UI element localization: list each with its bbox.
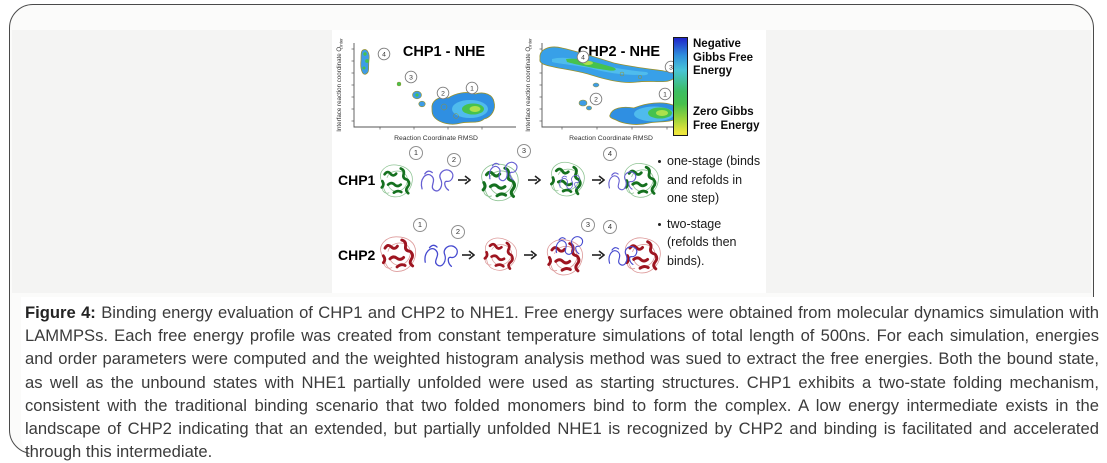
step-badge: 2 [451,225,465,239]
peptide-cartoon [421,169,453,191]
caption-box: Figure 4: Binding energy evaluation of C… [21,297,1102,461]
state-markers: 1 2 3 4 [377,47,479,100]
protein-cartoon [380,164,413,197]
arrow-icon [591,175,605,185]
step-badge: 4 [603,220,617,234]
caption-text: Binding energy evaluation of CHP1 and CH… [25,303,1100,462]
protein-cartoon [548,160,587,199]
step-badge: 3 [581,218,595,232]
state-marker-2: 2 [441,90,445,97]
chp1-nhe-intermediate [542,150,590,210]
peptide-cartoon [609,246,637,266]
protein-cartoon [625,237,661,273]
row-label-chp2: CHP2 [338,247,376,263]
arrow-icon [461,250,475,260]
binding-mechanism-notes: one-stage (binds and refolds in one step… [658,152,764,277]
chp2-nhe-intermediate: 3 [538,218,595,288]
note-one-stage: one-stage (binds and refolds in one step… [658,152,764,208]
plot-title: CHP2 - NHE [578,44,661,60]
note-two-stage: two-stage (refolds then binds). [658,215,764,271]
state-marker-1: 1 [663,91,667,98]
row-label-chp1: CHP1 [338,172,376,188]
pathway-row-chp2: CHP2 1 2 3 4 [338,216,661,294]
y-axis-label: Interface reaction coordinate Qinter [336,38,343,132]
axis-ticks [351,48,483,130]
plot-title: CHP1 - NHE [403,44,486,60]
protein-cartoon [379,234,418,274]
gibbs-energy-colorbar [673,37,688,136]
chp1-nhe-encounter-complex: 3 [472,144,531,212]
energy-basins [539,46,681,125]
arrow-icon [523,250,537,260]
state-marker-4: 4 [581,54,585,61]
arrow-icon [527,175,541,185]
peptide-cartoon [608,171,636,190]
x-axis-label: Reaction Coordinate RMSD [569,135,653,142]
state-markers: 1 2 3 4 [576,50,678,106]
state-marker-3: 3 [669,64,673,71]
plot-axes [353,43,516,128]
peptide-cartoon [424,243,458,268]
state-marker-4: 4 [382,51,386,58]
arrow-icon [457,175,471,185]
note-text: two-stage (refolds then binds). [667,216,737,268]
energy-basins [360,49,495,125]
step-badge: 1 [409,146,423,160]
nhe-unfolded-peptide: 2 [422,225,465,281]
state-marker-1: 1 [470,85,474,92]
page-frame: CHP1 - NHE Reaction Coordinate RMSD Inte… [9,4,1102,461]
colorbar-label-zero: Zero Gibbs Free Energy [693,106,760,132]
bullet-dot [658,160,661,163]
protein-cartoon [624,163,659,198]
step-badge: 4 [603,147,617,161]
bullet-dot [658,222,661,226]
page-background-left [12,30,332,293]
figure-image: CHP1 - NHE Reaction Coordinate RMSD Inte… [332,30,766,293]
colorbar-label-negative: Negative Gibbs Free Energy [693,38,754,77]
plot-axes [541,43,680,128]
step-badge: 1 [413,218,427,232]
pathway-row-chp1: CHP1 1 2 3 4 [338,144,659,214]
arrow-icon [591,250,605,260]
page-background-right [764,30,1091,293]
figure-label: Figure 4: [25,303,96,322]
chp2-partially-refolded [476,224,522,286]
energy-plot-chp2: CHP2 - NHE Reaction Coordinate RMSD Inte… [525,38,681,142]
chp2-folded-structure: 1 [372,218,427,288]
state-marker-3: 3 [409,74,413,81]
energy-plot-chp1: CHP1 - NHE Reaction Coordinate RMSD Inte… [336,38,516,142]
state-marker-2: 2 [594,96,598,103]
y-axis-label: Interface reaction coordinate Qinter [525,38,532,132]
chp1-nhe-bound-complex: 4 [603,147,662,209]
step-badge: 3 [517,144,531,158]
protein-cartoon [547,239,583,275]
note-text: one-stage (binds and refolds in one step… [667,154,761,205]
step-badge: 2 [447,153,461,167]
chp2-nhe-bound-complex: 4 [603,220,664,286]
x-axis-label: Reaction Coordinate RMSD [394,135,478,142]
protein-cartoon [481,235,519,273]
chp1-folded-structure: 1 [372,146,423,210]
figure-caption: Figure 4: Binding energy evaluation of C… [21,297,1102,463]
nhe-unfolded-peptide: 2 [418,153,461,203]
